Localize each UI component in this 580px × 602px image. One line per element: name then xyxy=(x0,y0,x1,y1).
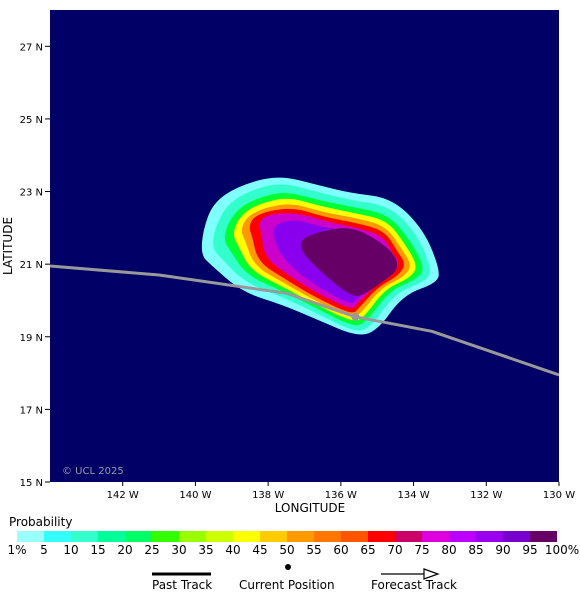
x-axis-title: LONGITUDE xyxy=(275,501,345,515)
scale-swatch xyxy=(260,531,287,542)
scale-swatch xyxy=(179,531,206,542)
scale-label: 95 xyxy=(522,543,538,557)
scale-label: 15 xyxy=(90,543,106,557)
scale-swatch xyxy=(368,531,395,542)
scale-label: 5 xyxy=(40,543,48,557)
scale-label: 60 xyxy=(333,543,349,557)
y-tick-label: 25 N xyxy=(20,115,43,126)
scale-swatch xyxy=(44,531,71,542)
past-track-label: Past Track xyxy=(152,578,213,592)
storm-track xyxy=(49,264,560,377)
probability-contours xyxy=(201,177,439,335)
scale-label: 100% xyxy=(544,543,580,557)
current-position-marker xyxy=(351,312,360,321)
scale-swatch xyxy=(125,531,152,542)
scale-swatch xyxy=(395,531,422,542)
axis-ticks: 142 W 140 W 138 W 136 W 134 W 132 W 130 W 27 N 2… xyxy=(20,42,576,501)
scale-swatch xyxy=(503,531,530,542)
probability-contour-95 xyxy=(300,228,398,296)
scale-swatch xyxy=(314,531,341,542)
x-tick-label: 130 W xyxy=(543,490,575,501)
scale-swatch xyxy=(17,531,44,542)
y-tick-label: 15 N xyxy=(20,478,43,489)
scale-label: 55 xyxy=(306,543,322,557)
probability-scale-labels: 1% 5 10 15 20 25 30 35 40 45 50 55 60 65 70 75 80 85 90 95 1… xyxy=(0,543,580,557)
x-tick-label: 138 W xyxy=(252,490,284,501)
scale-label: 10 xyxy=(63,543,79,557)
current-position-label: Current Position xyxy=(239,578,335,592)
scale-swatch xyxy=(530,531,557,542)
scale-label: 1% xyxy=(7,543,27,557)
scale-label: 80 xyxy=(441,543,457,557)
track-legend: Past Track Current Position Forecast Tra… xyxy=(0,560,580,602)
y-tick-label: 21 N xyxy=(20,260,43,271)
x-tick-label: 134 W xyxy=(397,490,429,501)
scale-label: 40 xyxy=(225,543,241,557)
x-tick-label: 140 W xyxy=(179,490,211,501)
scale-label: 45 xyxy=(252,543,268,557)
y-tick-label: 27 N xyxy=(20,42,43,53)
scale-label: 35 xyxy=(198,543,214,557)
scale-swatch xyxy=(152,531,179,542)
forecast-track-arrowhead xyxy=(423,568,440,580)
y-tick-label: 23 N xyxy=(20,188,43,199)
scale-swatch xyxy=(206,531,233,542)
probability-color-scale xyxy=(17,531,557,542)
y-tick-label: 19 N xyxy=(20,333,43,344)
scale-label: 70 xyxy=(387,543,403,557)
scale-swatch xyxy=(287,531,314,542)
scale-label: 65 xyxy=(360,543,376,557)
scale-label: 50 xyxy=(279,543,295,557)
y-axis-title: LATITUDE xyxy=(1,217,15,275)
scale-swatch xyxy=(341,531,368,542)
scale-label: 90 xyxy=(495,543,511,557)
copyright-text: © UCL 2025 xyxy=(62,466,124,477)
scale-label: 75 xyxy=(414,543,430,557)
forecast-track-label: Forecast Track xyxy=(371,578,457,592)
scale-swatch xyxy=(71,531,98,542)
scale-swatch xyxy=(98,531,125,542)
track-legend-symbols xyxy=(152,564,440,580)
x-tick-label: 136 W xyxy=(325,490,357,501)
scale-label: 85 xyxy=(468,543,484,557)
scale-swatch xyxy=(449,531,476,542)
scale-swatch xyxy=(476,531,503,542)
scale-label: 20 xyxy=(117,543,133,557)
scale-swatch xyxy=(422,531,449,542)
scale-swatch xyxy=(233,531,260,542)
current-position-symbol xyxy=(285,564,291,570)
x-tick-label: 132 W xyxy=(470,490,502,501)
scale-label: 25 xyxy=(144,543,160,557)
scale-label: 30 xyxy=(171,543,187,557)
track-line xyxy=(49,264,560,377)
legend-title: Probability xyxy=(9,515,73,529)
x-tick-label: 142 W xyxy=(107,490,139,501)
y-tick-label: 17 N xyxy=(20,405,43,416)
